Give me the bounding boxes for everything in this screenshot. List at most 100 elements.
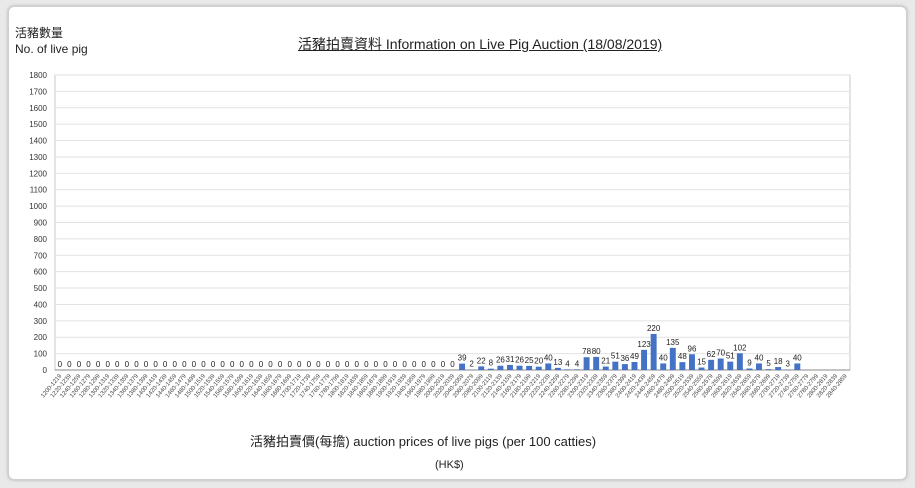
data-label: 13 [553,358,562,367]
data-label: 0 [58,360,63,369]
data-label: 22 [477,356,486,365]
data-label: 40 [659,353,668,362]
data-label: 9 [747,359,752,368]
y-tick-label: 1600 [29,104,47,113]
data-label: 0 [192,360,197,369]
y-tick-label: 1100 [30,186,48,195]
data-label: 25 [525,356,534,365]
data-label: 0 [77,360,82,369]
data-label: 0 [230,360,235,369]
data-label: 0 [441,360,446,369]
bar [746,368,753,370]
data-label: 78 [582,347,591,356]
data-label: 0 [431,360,436,369]
data-label: 51 [726,352,735,361]
y-tick-label: 1700 [29,87,47,96]
data-label: 0 [182,360,187,369]
data-label: 2 [469,360,474,369]
data-label: 21 [601,357,610,366]
y-axis-label-en: No. of live pig [15,42,88,56]
data-label: 0 [201,360,206,369]
data-label: 15 [697,358,706,367]
data-label: 123 [637,340,651,349]
y-tick-label: 1500 [29,120,47,129]
y-tick-label: 300 [34,317,48,326]
bar [507,364,513,370]
data-label: 102 [733,343,747,352]
y-tick-label: 400 [34,300,48,309]
y-tick-label: 700 [34,251,48,260]
bar [487,368,494,370]
data-label: 0 [287,360,292,369]
data-label: 0 [125,360,130,369]
data-label: 0 [422,360,427,369]
data-label: 4 [565,359,570,368]
bar [497,365,504,370]
bar [516,365,523,370]
data-label: 40 [755,353,764,362]
data-label: 0 [450,360,455,369]
data-label: 80 [592,347,601,356]
data-label: 0 [335,360,340,369]
data-label: 0 [86,360,91,369]
data-label: 0 [259,360,264,369]
x-axis-unit: (HK$) [435,459,464,471]
y-tick-label: 0 [43,366,48,375]
y-axis-label-zh: 活豬數量 [15,26,64,40]
data-label: 0 [393,360,398,369]
data-label: 0 [297,360,302,369]
data-label: 0 [326,360,331,369]
y-tick-label: 800 [34,235,48,244]
chart-title: 活豬拍賣資料 Information on Live Pig Auction (… [298,36,663,52]
y-tick-label: 200 [34,333,48,342]
data-label: 0 [153,360,158,369]
y-tick-label: 900 [34,219,48,228]
data-label: 96 [688,344,697,353]
bar [688,354,695,370]
chart-card [8,6,907,480]
data-label: 0 [220,360,225,369]
data-label: 0 [173,360,178,369]
data-label: 4 [575,359,580,368]
data-label: 48 [678,352,687,361]
data-label: 0 [96,360,101,369]
bar [602,366,609,370]
data-label: 0 [383,360,388,369]
bar [775,367,782,370]
bar [574,369,580,370]
bar [765,369,772,370]
bar [478,366,485,370]
bar [717,358,724,370]
data-label: 26 [496,356,505,365]
bar [708,359,715,370]
data-label: 40 [793,353,802,362]
data-label: 31 [506,355,515,364]
bar [794,363,801,370]
data-label: 62 [707,350,716,359]
data-label: 0 [268,360,273,369]
bar [593,356,600,370]
bar [545,363,552,370]
y-tick-label: 500 [34,284,48,293]
bar [650,333,657,370]
data-label: 0 [249,360,254,369]
bar [535,366,542,370]
bar [736,353,743,370]
y-tick-label: 1800 [29,71,47,80]
bar [679,362,686,370]
data-label: 0 [307,360,312,369]
bar [669,347,676,370]
data-label: 0 [354,360,359,369]
data-label: 0 [316,360,321,369]
data-label: 36 [620,354,629,363]
bar [564,369,571,370]
y-tick-label: 100 [34,350,48,359]
data-label: 40 [544,353,553,362]
bar [621,364,628,370]
data-label: 0 [115,360,120,369]
y-tick-label: 1000 [29,202,47,211]
data-label: 49 [630,352,639,361]
data-label: 0 [211,360,216,369]
bar [526,365,533,370]
